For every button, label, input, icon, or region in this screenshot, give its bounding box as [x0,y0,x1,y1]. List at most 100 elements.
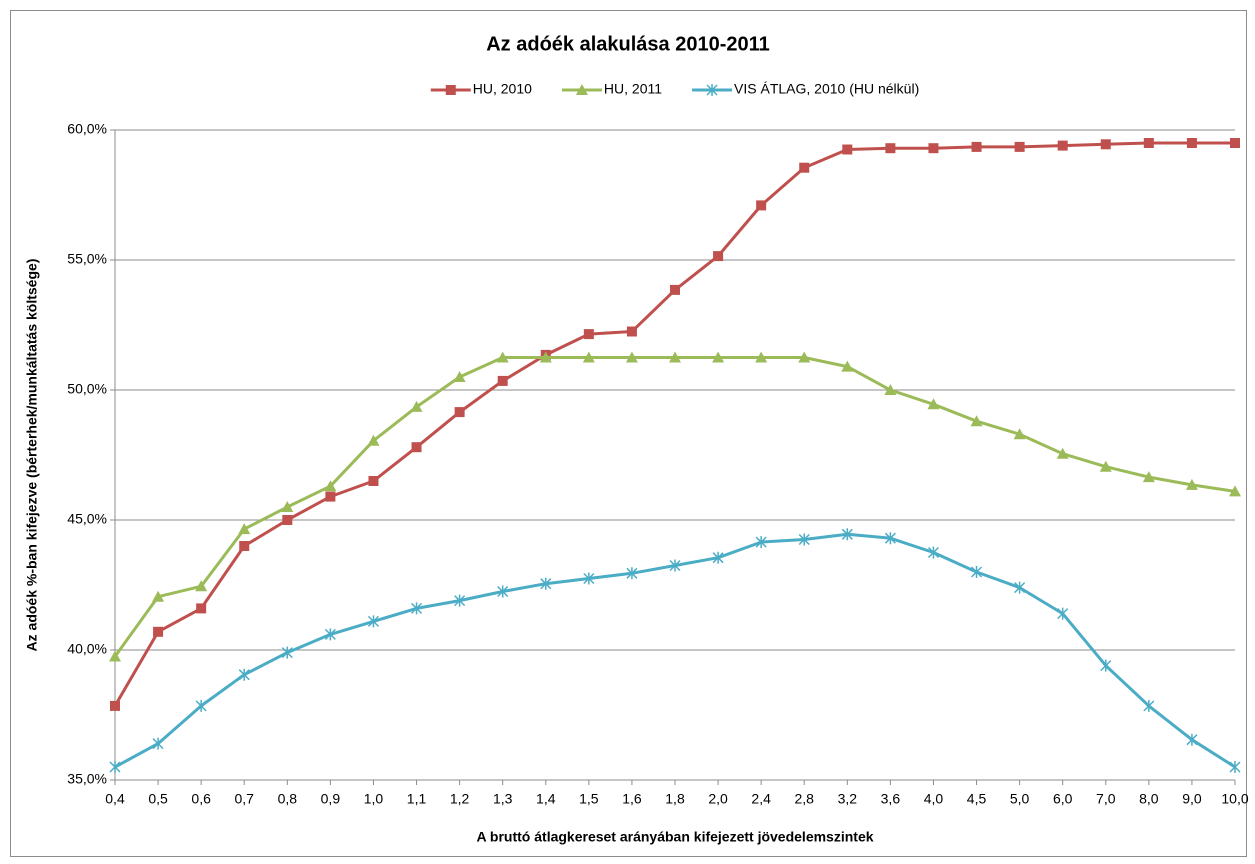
marker [755,536,767,549]
y-tick-label: 60,0% [67,121,107,137]
x-axis-label: A bruttó átlagkereset arányában kifejeze… [476,829,873,845]
marker [971,141,982,152]
marker [367,434,380,446]
x-tick-label: 2,0 [708,791,728,807]
marker [1100,659,1112,672]
marker [368,476,379,486]
marker [971,566,983,578]
x-tick-label: 10,0 [1221,791,1248,807]
marker [282,515,293,525]
marker [1013,428,1026,440]
marker [625,351,638,363]
x-tick-label: 1,1 [407,791,427,807]
x-tick-label: 4,0 [924,791,944,807]
marker [626,326,637,337]
marker [1186,733,1198,746]
marker [454,407,465,418]
marker [1230,138,1240,148]
x-tick-label: 0,5 [148,791,168,807]
y-axis-label: Az adóék %-ban kifejezve (bérterhek/munk… [24,259,40,652]
marker [497,375,508,386]
marker [238,523,251,535]
marker [928,143,939,154]
marker [756,200,767,211]
marker [713,251,724,262]
x-tick-label: 0,4 [105,791,125,807]
x-tick-label: 0,6 [191,791,211,807]
marker [841,528,853,541]
marker [712,351,725,363]
marker [755,351,768,363]
marker [195,580,208,592]
y-tick-label: 55,0% [67,251,107,267]
marker [410,400,423,412]
chart-border [10,10,1247,857]
marker [540,577,552,590]
x-tick-label: 1,4 [536,791,556,807]
marker [411,442,422,453]
marker [927,546,939,559]
legend-label: HU, 2010 [473,81,532,97]
marker [626,567,638,580]
marker [453,371,466,382]
marker [152,737,164,750]
marker [582,351,595,363]
marker [706,84,718,96]
marker [927,398,940,410]
marker [1229,761,1241,773]
y-tick-label: 40,0% [67,641,107,657]
x-tick-label: 0,7 [234,791,254,807]
marker [1229,485,1241,497]
marker [884,384,897,395]
x-tick-label: 4,5 [967,791,987,807]
marker [583,329,594,340]
marker [411,602,423,615]
x-tick-label: 9,0 [1182,791,1202,807]
marker [445,85,456,95]
marker [1186,138,1197,148]
marker [496,351,509,363]
x-tick-label: 1,3 [493,791,513,807]
marker [1142,471,1155,483]
x-tick-label: 8,0 [1139,791,1159,807]
marker [970,415,983,427]
x-tick-label: 0,9 [321,791,341,807]
marker [1056,447,1069,459]
marker [281,501,294,512]
x-tick-label: 3,6 [881,791,901,807]
marker [325,491,336,502]
chart-title: Az adóék alakulása 2010-2011 [486,33,770,55]
y-tick-label: 50,0% [67,381,107,397]
x-tick-label: 1,8 [665,791,685,807]
x-tick-label: 2,4 [751,791,771,807]
marker [196,603,207,614]
marker [238,668,250,681]
y-tick-label: 45,0% [67,511,107,527]
x-tick-label: 1,0 [364,791,384,807]
marker [1185,478,1198,490]
marker [885,143,896,154]
marker [239,541,250,551]
legend-label: HU, 2011 [604,81,662,97]
marker [152,590,165,602]
marker [842,144,853,155]
x-tick-label: 7,0 [1096,791,1116,807]
marker [798,351,811,363]
x-tick-label: 1,6 [622,791,642,807]
marker [1100,139,1111,150]
legend: HU, 2010 HU, 2011 VIS ÁTLAG, 2010 (HU nélk… [430,81,919,97]
x-tick-label: 6,0 [1053,791,1073,807]
marker [884,532,896,545]
marker [195,699,207,712]
marker [110,700,120,711]
marker [497,585,509,598]
marker [670,284,680,295]
marker [841,360,854,372]
marker [109,761,121,773]
marker [798,533,810,546]
x-tick-label: 3,2 [838,791,858,807]
marker [153,626,164,637]
marker [1057,140,1068,151]
marker [1099,460,1112,472]
marker [324,628,336,641]
